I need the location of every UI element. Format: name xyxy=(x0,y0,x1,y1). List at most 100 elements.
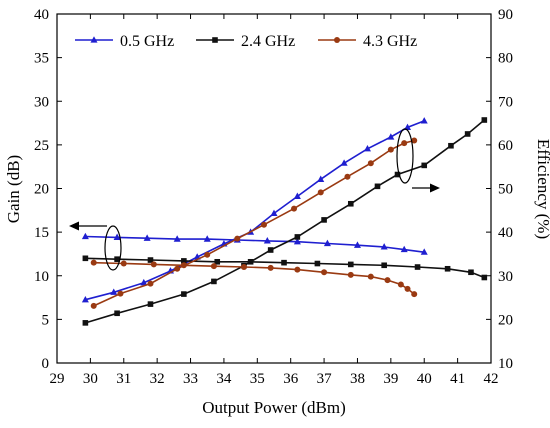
data-point xyxy=(347,200,354,207)
data-point xyxy=(114,310,120,317)
gain-group-ellipse xyxy=(104,225,122,271)
data-point xyxy=(294,266,301,273)
data-point xyxy=(344,173,351,180)
data-point xyxy=(81,295,89,303)
data-point xyxy=(293,192,301,199)
x-tick-label: 38 xyxy=(350,371,365,387)
x-axis: 29 30 31 32 33 34 35 36 37 38 39 40 41 42 xyxy=(50,14,499,387)
x-tick-label: 40 xyxy=(417,371,432,387)
right-y-tick-label: 40 xyxy=(498,225,513,241)
data-point xyxy=(147,257,154,263)
data-point xyxy=(414,264,421,270)
data-point xyxy=(411,137,418,144)
data-point xyxy=(384,277,391,284)
legend-item: 2.4 GHz xyxy=(196,33,295,50)
legend-swatch-marker xyxy=(334,37,340,43)
data-point xyxy=(374,183,381,190)
data-point xyxy=(114,256,120,262)
x-tick-label: 32 xyxy=(150,371,165,387)
data-point xyxy=(267,247,274,253)
right-y-tick-label: 50 xyxy=(498,182,513,198)
data-point xyxy=(267,264,274,271)
efficiency-group-ellipse xyxy=(396,128,414,184)
data-point xyxy=(140,278,148,286)
series-line xyxy=(85,235,425,253)
series-0-5-GHz-efficiency xyxy=(81,117,428,303)
data-point xyxy=(420,117,428,124)
right-y-tick-label: 90 xyxy=(498,7,513,23)
data-point xyxy=(397,281,404,288)
data-point xyxy=(420,248,428,255)
data-point xyxy=(468,269,474,276)
data-point xyxy=(270,209,278,216)
left-y-tick-label: 10 xyxy=(34,269,49,285)
series-0-5-GHz-gain xyxy=(81,232,428,255)
data-point xyxy=(281,259,287,266)
right-y-tick-label: 80 xyxy=(498,51,513,67)
x-tick-label: 41 xyxy=(450,371,465,387)
data-point xyxy=(404,123,412,131)
data-point xyxy=(210,263,217,270)
data-point xyxy=(444,265,451,272)
data-point xyxy=(173,235,181,242)
right-y-tick-label: 70 xyxy=(498,94,513,110)
x-tick-label: 39 xyxy=(383,371,398,387)
data-point xyxy=(214,258,221,265)
left-y-tick-label: 40 xyxy=(34,7,49,23)
series-4-3-GHz-gain xyxy=(90,259,418,298)
series-layer xyxy=(81,117,488,326)
data-point xyxy=(150,261,157,268)
left-y-axis: 0 5 10 15 20 25 30 35 40 xyxy=(34,7,62,372)
data-point xyxy=(293,237,301,245)
legend-swatch-marker xyxy=(212,37,218,43)
data-point xyxy=(404,285,411,292)
data-point xyxy=(240,264,247,271)
left-y-tick-label: 15 xyxy=(34,225,49,241)
legend-swatch-marker xyxy=(90,36,98,43)
data-point xyxy=(211,278,217,285)
data-point xyxy=(260,221,267,228)
data-point xyxy=(363,145,371,152)
data-point xyxy=(367,273,374,280)
right-y-tick-label: 30 xyxy=(498,269,513,285)
data-point xyxy=(204,251,211,258)
x-tick-label: 29 xyxy=(50,371,65,387)
x-tick-label: 37 xyxy=(317,371,333,387)
data-point xyxy=(181,258,187,264)
right-y-axis-title: Efficiency (%) xyxy=(534,139,550,239)
data-point xyxy=(353,241,361,248)
data-point xyxy=(82,320,89,326)
data-point xyxy=(314,260,321,267)
data-point xyxy=(387,146,394,153)
series-2-4-GHz-gain xyxy=(82,255,488,281)
data-point xyxy=(291,205,298,212)
data-point xyxy=(81,232,89,240)
legend-item: 0.5 GHz xyxy=(75,33,174,50)
legend-label: 2.4 GHz xyxy=(241,33,295,50)
data-point xyxy=(394,171,401,178)
x-tick-label: 34 xyxy=(216,371,232,387)
left-y-tick-label: 5 xyxy=(42,312,50,328)
data-point xyxy=(120,260,127,267)
axis-annotations xyxy=(69,128,440,271)
left-y-tick-label: 0 xyxy=(42,356,50,372)
data-point xyxy=(400,245,408,253)
left-y-tick-label: 25 xyxy=(34,138,49,154)
series-line xyxy=(85,257,485,279)
left-y-tick-label: 20 xyxy=(34,182,49,198)
x-tick-label: 36 xyxy=(283,371,299,387)
data-point xyxy=(367,160,374,167)
efficiency-arrow-head xyxy=(430,183,440,193)
legend: 0.5 GHz 2.4 GHz 4.3 GHz xyxy=(75,33,417,50)
data-point xyxy=(481,117,488,123)
data-point xyxy=(381,262,387,269)
data-point xyxy=(82,255,89,262)
data-point xyxy=(387,133,395,140)
data-point xyxy=(321,217,327,223)
x-axis-title: Output Power (dBm) xyxy=(202,398,346,417)
x-tick-label: 31 xyxy=(116,371,131,387)
data-point xyxy=(464,131,471,137)
series-2-4-GHz-efficiency xyxy=(82,117,488,326)
legend-item: 4.3 GHz xyxy=(318,33,417,50)
data-point xyxy=(234,235,241,242)
